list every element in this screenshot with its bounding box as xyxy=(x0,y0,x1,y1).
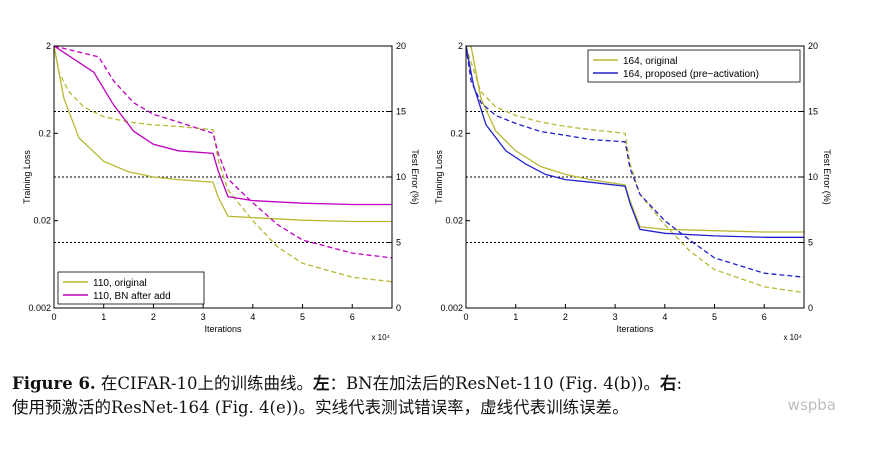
x-tick-label: 6 xyxy=(762,312,767,322)
y2-axis-label: Test Error (%) xyxy=(410,149,420,205)
x-tick-label: 1 xyxy=(101,312,106,322)
x-multiplier-label: x 10⁴ xyxy=(783,333,802,342)
caption-line-2: 使用预激活的ResNet-164 (Fig. 4(e))。实线代表测试错误率，虚… xyxy=(12,398,629,417)
chart-right: 0 1 2 3 4 5 6 2 0.2 0.02 0.002 20 15 10 5 0 Iterations x … xyxy=(412,0,852,345)
series-2-test-error-line xyxy=(466,46,804,238)
y-tick-label: 0.2 xyxy=(450,128,463,138)
x-tick-label: 0 xyxy=(51,312,56,322)
legend-entry: 164, original xyxy=(623,56,677,67)
caption-right-word: 右 xyxy=(659,374,677,393)
x-tick-label: 5 xyxy=(712,312,717,322)
y2-axis-label: Test Error (%) xyxy=(822,149,832,205)
x-multiplier-label: x 10⁴ xyxy=(371,333,390,342)
y2-tick-label: 20 xyxy=(808,41,818,51)
x-axis-label: Iterations xyxy=(616,324,654,334)
y2-tick-label: 10 xyxy=(396,172,406,182)
series-1-training-loss-line xyxy=(466,46,804,294)
legend-entry: 110, BN after add xyxy=(93,291,171,302)
x-tick-label: 2 xyxy=(563,312,568,322)
legend-box xyxy=(57,271,205,305)
x-tick-label: 1 xyxy=(513,312,518,322)
x-tick-label: 6 xyxy=(350,312,355,322)
legend-box xyxy=(587,49,801,83)
plot-area xyxy=(54,46,392,283)
legend-entry: 164, proposed (pre−activation) xyxy=(623,69,759,80)
figure-caption: Figure 6. 在CIFAR-10上的训练曲线。左：BN在加法后的ResNe… xyxy=(12,372,868,420)
x-tick-label: 4 xyxy=(250,312,255,322)
chart-left-svg: 0 1 2 3 4 5 6 2 0.2 0.02 0.002 20 15 10 5 0 Iterations x … xyxy=(22,41,420,342)
watermark: wspba xyxy=(787,396,836,414)
x-tick-label: 3 xyxy=(613,312,618,322)
series-2-training-loss-line xyxy=(54,46,392,259)
y-tick-label: 0.2 xyxy=(38,128,51,138)
y-tick-label: 2 xyxy=(458,41,463,51)
x-tick-label: 2 xyxy=(151,312,156,322)
y2-tick-label: 15 xyxy=(808,107,818,117)
caption-part-2: ：BN在加法后的ResNet-110 (Fig. 4(b))。 xyxy=(329,374,660,393)
chart-left: 0 1 2 3 4 5 6 2 0.2 0.02 0.002 20 15 10 5 0 Iterations x … xyxy=(0,0,440,345)
caption-label: Figure 6. xyxy=(12,374,96,393)
y2-tick-label: 10 xyxy=(808,172,818,182)
x-tick-label: 0 xyxy=(463,312,468,322)
legend-entry: 110, original xyxy=(93,278,147,289)
y-tick-label: 0.02 xyxy=(33,216,51,226)
y2-tick-label: 0 xyxy=(808,303,813,313)
chart-right-svg: 0 1 2 3 4 5 6 2 0.2 0.02 0.002 20 15 10 5 0 Iterations x … xyxy=(434,41,832,342)
y2-tick-label: 0 xyxy=(396,303,401,313)
series-1-test-error-line xyxy=(466,46,804,233)
y2-tick-label: 5 xyxy=(808,238,813,248)
y-tick-label: 0.002 xyxy=(440,303,463,313)
caption-part-3: : xyxy=(676,374,683,393)
x-tick-label: 4 xyxy=(662,312,667,322)
caption-line-1: Figure 6. 在CIFAR-10上的训练曲线。左：BN在加法后的ResNe… xyxy=(12,372,868,396)
x-tick-label: 3 xyxy=(201,312,206,322)
y-axis-label: Training Loss xyxy=(22,150,32,204)
caption-part-1: 在CIFAR-10上的训练曲线。 xyxy=(95,374,313,393)
series-2-training-loss-line xyxy=(466,46,804,278)
y-tick-label: 0.02 xyxy=(445,216,463,226)
series-2-test-error-line xyxy=(54,46,392,206)
y-tick-label: 2 xyxy=(46,41,51,51)
y-tick-label: 0.002 xyxy=(28,303,51,313)
y-axis-label: Training Loss xyxy=(434,150,444,204)
y2-tick-label: 15 xyxy=(396,107,406,117)
x-tick-label: 5 xyxy=(300,312,305,322)
plot-area xyxy=(466,46,804,294)
y2-tick-label: 5 xyxy=(396,238,401,248)
series-1-training-loss-line xyxy=(54,46,392,283)
caption-left-word: 左 xyxy=(313,374,330,393)
y2-tick-label: 20 xyxy=(396,41,406,51)
x-axis-label: Iterations xyxy=(204,324,242,334)
series-1-test-error-line xyxy=(54,46,392,223)
